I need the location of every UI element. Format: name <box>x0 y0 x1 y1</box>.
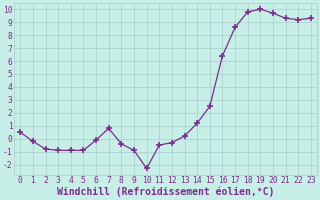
X-axis label: Windchill (Refroidissement éolien,°C): Windchill (Refroidissement éolien,°C) <box>57 187 274 197</box>
